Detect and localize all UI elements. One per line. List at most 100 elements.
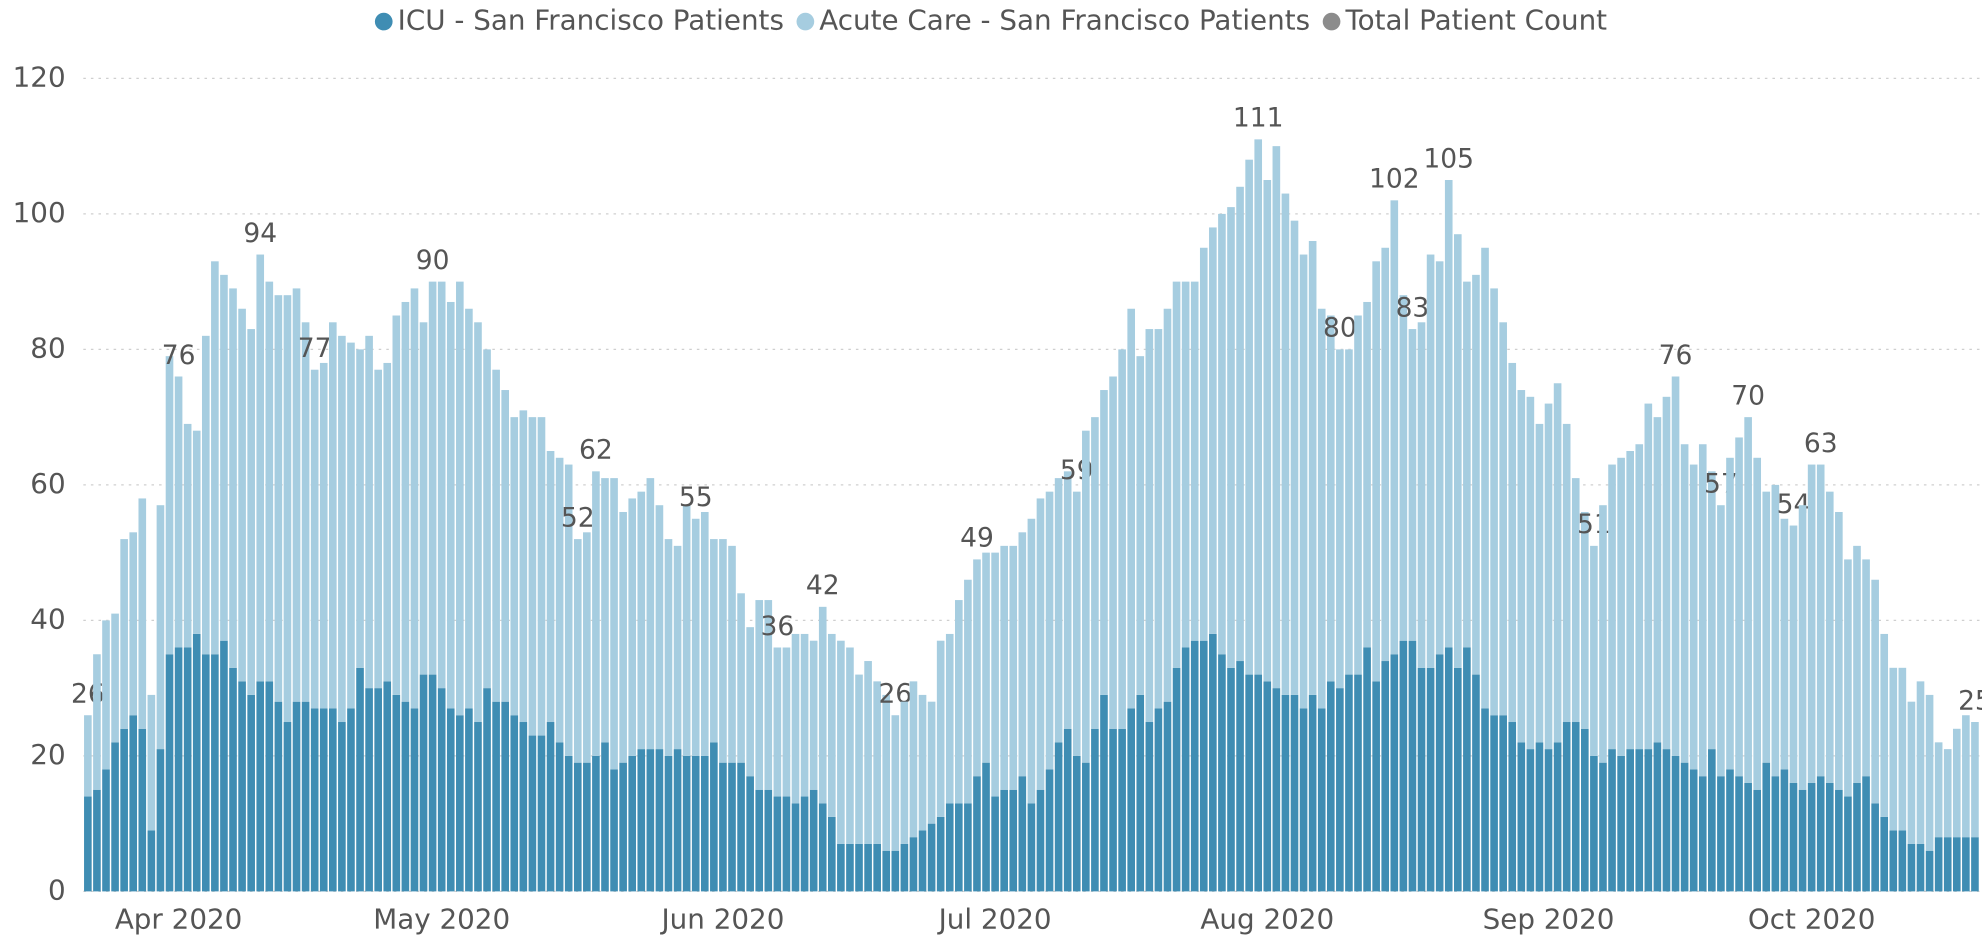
bar-segment [1072, 491, 1081, 756]
bar-segment [936, 816, 945, 892]
bar-segment [900, 843, 909, 892]
bar-segment [120, 539, 128, 729]
data-label: 25 [1958, 685, 1982, 716]
bar-segment [111, 742, 119, 892]
bar-segment [637, 491, 646, 750]
bar-segment [519, 410, 528, 723]
bar-segment [646, 478, 655, 750]
bar-segment [1372, 681, 1380, 892]
bar-segment [1635, 444, 1644, 750]
bar-segment [1753, 789, 1762, 892]
bar-segment [1218, 654, 1226, 892]
bar-segment [818, 606, 827, 804]
bar-segment [1326, 315, 1335, 682]
bar-segment [374, 369, 382, 689]
bar-segment [964, 803, 972, 892]
bar-segment [1971, 837, 1979, 892]
data-label: 94 [243, 218, 277, 249]
bar-segment [1499, 322, 1507, 716]
bar-segment [1844, 559, 1852, 797]
bar-segment [410, 288, 419, 709]
bar-segment [1326, 681, 1335, 892]
bar-segment [1109, 728, 1117, 892]
bar-segment [1481, 708, 1489, 892]
bar-segment [1907, 843, 1916, 892]
data-label: 49 [960, 523, 994, 554]
bar-segment [93, 789, 101, 892]
bar-segment [1045, 769, 1054, 892]
bar-segment [1798, 789, 1807, 892]
bar-segment [855, 843, 863, 892]
bar-segment [945, 803, 954, 892]
bar-segment [365, 688, 373, 892]
bar-segment [1762, 762, 1771, 892]
bar-segment [338, 722, 346, 892]
bar-segment [1889, 667, 1898, 831]
bar-segment [1000, 545, 1008, 790]
bar-segment [1426, 667, 1435, 892]
bar-segment [682, 505, 691, 756]
bar-segment [1517, 390, 1526, 743]
bar-segment [1744, 417, 1752, 783]
bar-segment [84, 796, 92, 892]
bar-segment [1444, 647, 1453, 892]
bar-segment [1571, 722, 1580, 892]
bar-segment [446, 301, 455, 709]
bar-segment [1934, 742, 1943, 838]
bar-segment [1708, 749, 1716, 892]
bar-segment [120, 728, 128, 892]
bar-segment [682, 755, 691, 892]
bar-segment [1689, 464, 1698, 770]
bar-segment [1381, 247, 1390, 662]
bar-segment [1317, 708, 1326, 892]
bar-segment [955, 803, 963, 892]
bar-segment [610, 769, 618, 892]
bar-segment [1082, 430, 1090, 763]
bar-segment [111, 613, 119, 743]
bar-segment [1308, 240, 1317, 695]
bar-segment [1100, 390, 1108, 695]
bar-segment [1481, 247, 1489, 709]
bar-segment [102, 620, 110, 770]
bar-segment [1390, 200, 1399, 655]
bar-segment [247, 329, 255, 695]
bar-segment [846, 647, 854, 844]
x-tick-label: Apr 2020 [115, 902, 243, 935]
bar-segment [1889, 830, 1898, 892]
bar-segment [1154, 329, 1163, 709]
bar-segment [1290, 694, 1299, 892]
data-label: 36 [760, 611, 794, 642]
bar-segment [1680, 762, 1689, 892]
bar-segment [1190, 281, 1199, 641]
bar-segment [1354, 674, 1362, 892]
bar-segment [700, 755, 709, 892]
bar-segment [1508, 722, 1517, 892]
bar-segment [537, 417, 546, 736]
data-label: 80 [1323, 313, 1357, 344]
bar-segment [1553, 742, 1562, 892]
bar-segment [256, 254, 265, 682]
bar-segment [1227, 667, 1235, 892]
bar-segment [1018, 776, 1027, 892]
bar-segment [1444, 180, 1453, 648]
bar-segment [1163, 701, 1172, 892]
bar-segment [773, 796, 782, 892]
bar-segment [1408, 640, 1417, 892]
bar-segment [211, 261, 219, 655]
bar-segment [201, 654, 210, 892]
bar-segment [1018, 532, 1027, 777]
bar-segment [782, 647, 791, 797]
legend-marker [1322, 12, 1341, 31]
legend-marker [374, 12, 393, 31]
bar-segment [927, 823, 936, 892]
bar-segment [238, 308, 246, 682]
bar-segment [1680, 444, 1689, 763]
bar-segment [1308, 694, 1317, 892]
bar-segment [1880, 633, 1889, 817]
bar-segment [1544, 749, 1553, 892]
bar-segment [510, 715, 519, 892]
bar-segment [1653, 742, 1662, 892]
bar-segment [1871, 579, 1879, 804]
bar-segment [818, 803, 827, 892]
bar-segment [1118, 728, 1126, 892]
